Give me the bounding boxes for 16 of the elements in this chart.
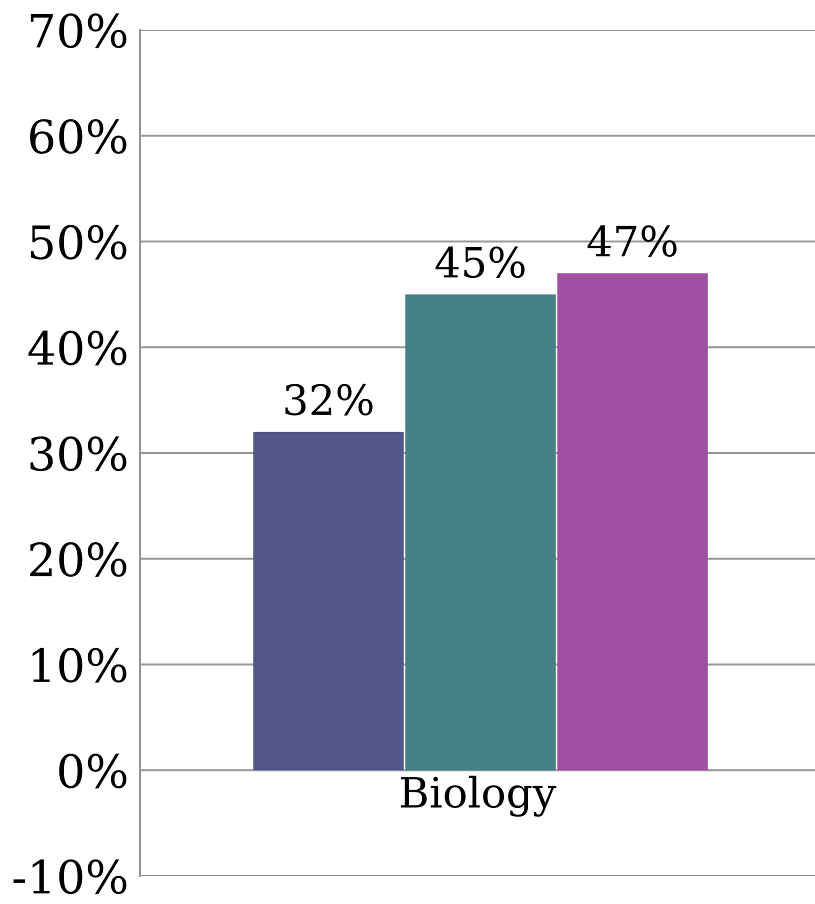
x-axis-title: Biology [400, 776, 556, 817]
y-tick-label: 40% [28, 330, 126, 366]
y-tick-label: -10% [14, 859, 126, 894]
data-label: 45% [436, 246, 525, 278]
y-tick-label: 30% [30, 436, 126, 472]
bar [405, 294, 556, 770]
y-tick-label: 50% [30, 224, 126, 260]
y-tick-label: 70% [30, 13, 126, 48]
y-tick-label: 20% [30, 542, 126, 577]
y-tick-label: 10% [32, 648, 126, 683]
bar [253, 432, 404, 770]
y-tick-label: 0% [59, 754, 126, 788]
data-label: 47% [588, 225, 677, 257]
data-label: 32% [285, 384, 373, 416]
bar [557, 273, 708, 770]
y-tick-label: 60% [30, 119, 126, 154]
